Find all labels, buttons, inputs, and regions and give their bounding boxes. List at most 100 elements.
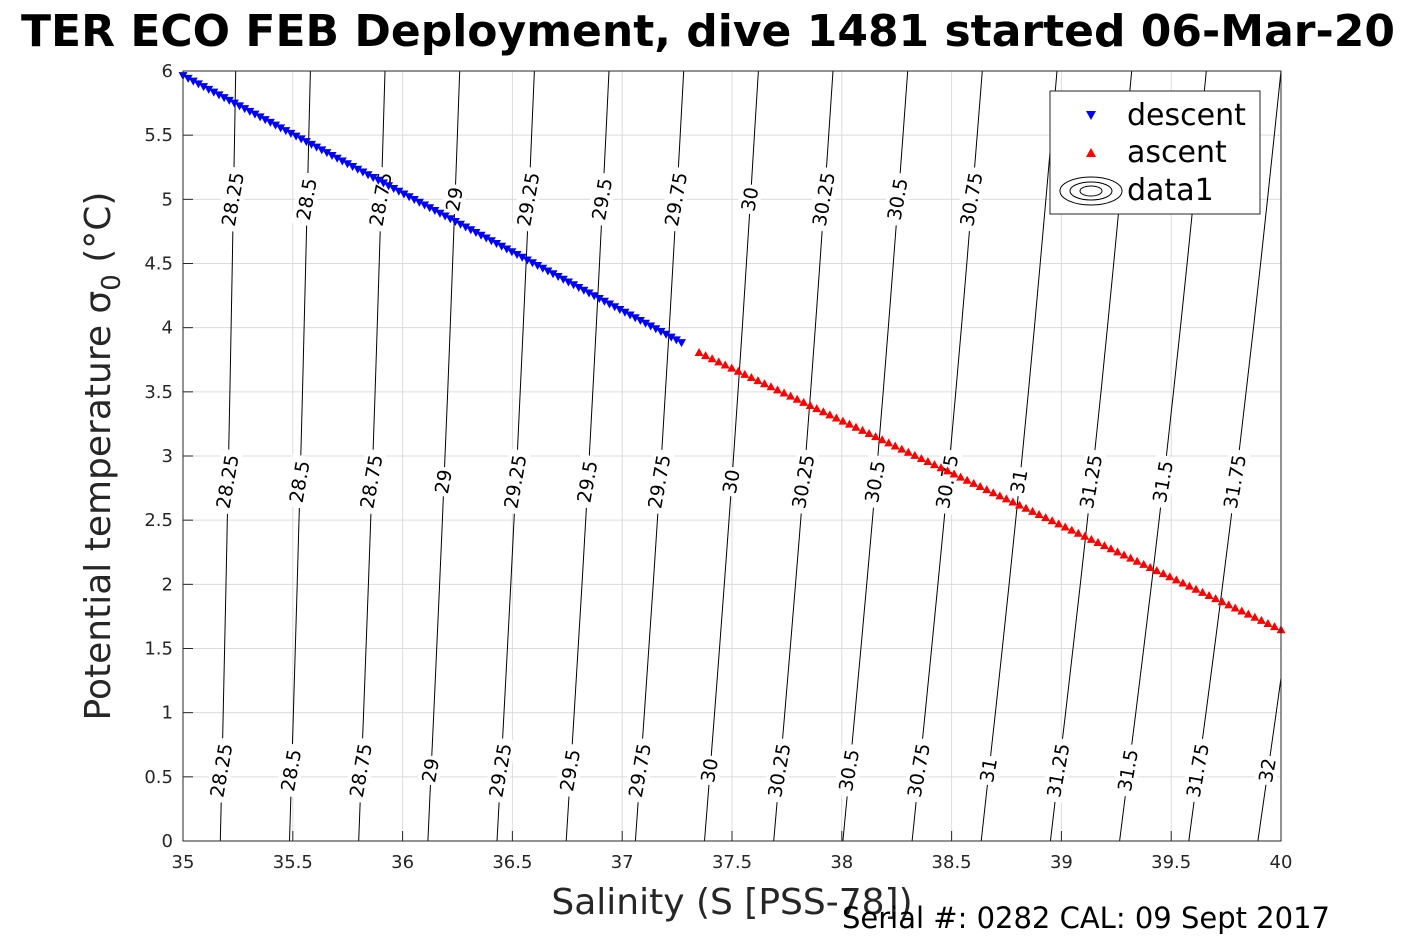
x-tick-label: 38.5 — [932, 852, 972, 873]
contour-label-bg — [416, 754, 444, 787]
ascent-point — [949, 469, 959, 478]
contour-label-bg — [440, 182, 468, 216]
contour-label-text: 28.25 — [206, 742, 237, 799]
contour-label-text: 30.5 — [861, 459, 890, 504]
contour-label: 31.5 — [1112, 742, 1143, 798]
ascent-point — [864, 429, 874, 438]
contour-label-text: 30 — [738, 185, 764, 213]
contour-label: 30.5 — [859, 454, 891, 510]
descent-point — [399, 190, 409, 199]
ascent-point — [1028, 506, 1038, 515]
contour-label: 28.5 — [283, 454, 315, 510]
y-tick-label: 5 — [162, 189, 173, 210]
descent-point — [471, 228, 481, 237]
contour-label: 28.75 — [344, 737, 377, 804]
ascent-point — [1047, 516, 1057, 525]
descent-point — [543, 267, 553, 276]
contour-label: 29.5 — [554, 742, 585, 798]
contour-label: 29.75 — [642, 448, 675, 515]
y-tick-label: 1.5 — [144, 639, 173, 660]
descent-point — [558, 275, 568, 284]
descent-point — [281, 127, 291, 136]
contour-label-text: 30.75 — [904, 742, 935, 799]
ascent-point — [1152, 566, 1162, 575]
legend-box — [1049, 90, 1261, 215]
contour-label: 28.5 — [290, 171, 322, 227]
contour-label-text: 31.25 — [1076, 453, 1107, 510]
contour-label-bg — [1112, 742, 1143, 798]
contour-label-bg — [806, 165, 840, 233]
descent-point — [497, 242, 507, 251]
contour-label-text: 30.5 — [884, 177, 913, 222]
descent-point — [563, 278, 573, 287]
ascent-point — [969, 478, 979, 487]
contour-label-text: 31.75 — [1183, 742, 1214, 799]
contour-label-text: 28.25 — [218, 171, 249, 228]
contour-label-bg — [204, 737, 238, 804]
descent-point — [322, 149, 332, 158]
descent-point — [507, 248, 517, 257]
ascent-point — [773, 385, 783, 394]
descent-point — [466, 226, 476, 235]
contour-label-bg — [859, 454, 891, 510]
descent-point — [491, 239, 501, 248]
descent-point — [574, 284, 584, 293]
contour-label-text: 28.25 — [213, 453, 244, 510]
ascent-point — [1165, 572, 1175, 581]
contour-label-text: 29 — [418, 757, 444, 785]
ascent-point — [740, 369, 750, 378]
descent-point — [486, 237, 496, 246]
ascent-point — [982, 485, 992, 494]
contour-label: 29.5 — [571, 454, 602, 510]
ascent-point — [975, 481, 985, 490]
y-axis: 0 0.5 1 1.5 2 2.5 3 3.5 4 4.5 5 5.5 6 — [144, 61, 193, 852]
descent-point — [394, 187, 404, 196]
contour-label-text: 29.5 — [588, 177, 617, 222]
ascent-point — [714, 357, 724, 366]
x-tick-label: 39 — [1050, 852, 1073, 873]
descent-point — [389, 184, 399, 193]
descent-point — [286, 129, 296, 138]
chart-title: TER ECO FEB Deployment, dive 1481 starte… — [21, 6, 1395, 57]
contour-label-bg — [511, 165, 545, 233]
descent-point — [204, 85, 214, 94]
ascent-point — [1113, 547, 1123, 556]
ascent-point — [936, 463, 946, 472]
legend-data1-label: data1 — [1127, 173, 1214, 208]
contour-label-text: 28.75 — [356, 453, 387, 510]
descent-point — [527, 259, 537, 268]
x-tick-label: 37.5 — [712, 852, 752, 873]
y-axis-label-unit: (°C) — [78, 192, 119, 275]
ascent-point — [694, 348, 704, 357]
ascent-point — [759, 379, 769, 388]
ascent-point — [1145, 562, 1155, 571]
x-tick-label: 38 — [830, 852, 853, 873]
legend-descent-label: descent — [1127, 98, 1246, 133]
descent-point — [456, 220, 466, 229]
y-tick-label: 4.5 — [144, 254, 173, 275]
contour-label: 30.75 — [930, 448, 963, 515]
contour-label-bg — [210, 448, 244, 515]
ascent-point — [707, 354, 717, 363]
descent-point — [522, 256, 532, 265]
ascent-point — [1034, 510, 1044, 519]
contour-label-bg — [283, 454, 315, 510]
ascent-point — [1099, 541, 1109, 550]
ascent-point — [929, 460, 939, 469]
y-tick-label: 5.5 — [144, 125, 173, 146]
contour-labels: 28.25 28.5 28.75 29 29.25 29.5 29.75 30 30.25 30.… — [204, 165, 1281, 804]
contour-label-text: 30.75 — [956, 171, 987, 228]
contour-label-text: 28.75 — [346, 742, 377, 799]
y-tick-label: 2.5 — [144, 510, 173, 531]
legend-ascent-label: ascent — [1127, 135, 1227, 170]
contour-label: 31.75 — [1180, 737, 1214, 804]
y-tick-label: 0.5 — [144, 767, 173, 788]
descent-point — [363, 171, 373, 180]
contour-label: 30.25 — [762, 737, 795, 804]
descent-point — [512, 251, 522, 260]
ascent-point — [1256, 615, 1266, 624]
ascent-point — [910, 450, 920, 459]
contour-label-bg — [1074, 448, 1107, 515]
descent-point — [373, 176, 383, 185]
